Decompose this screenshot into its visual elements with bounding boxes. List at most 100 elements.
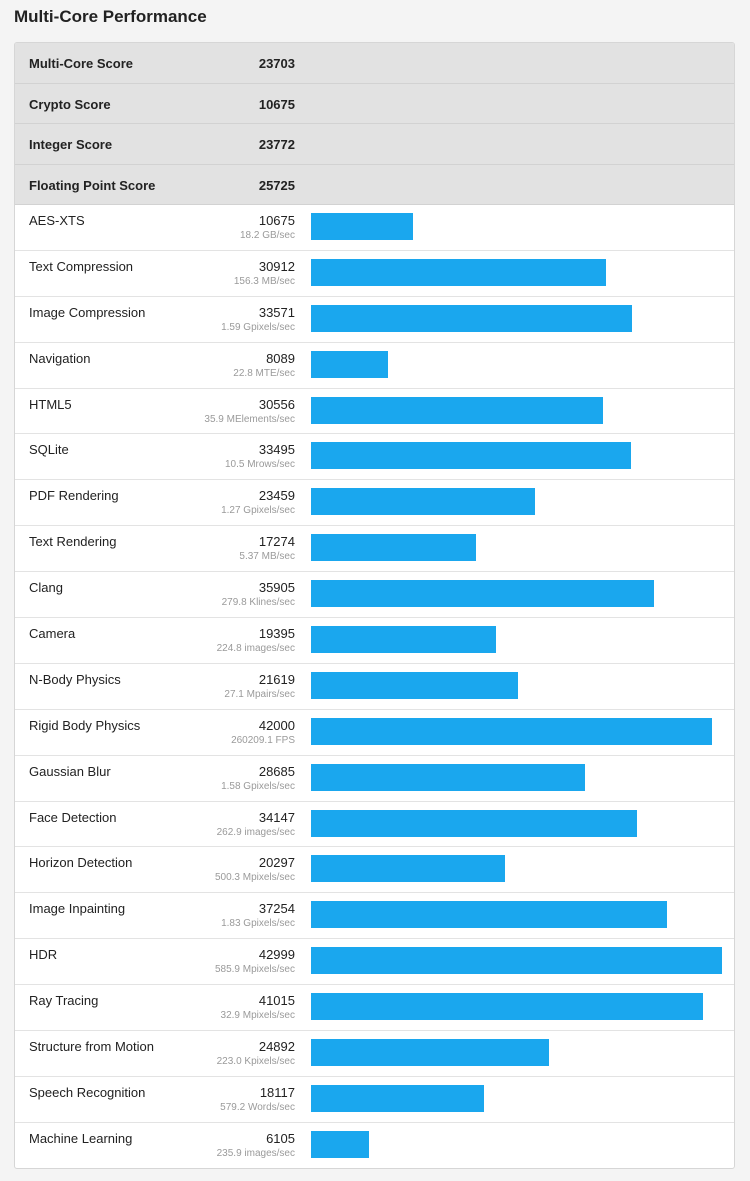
benchmark-name: HTML5 bbox=[29, 396, 72, 412]
benchmark-bar bbox=[311, 1039, 549, 1067]
summary-row: Multi-Core Score 23703 bbox=[15, 43, 734, 84]
benchmark-rate: 1.58 Gpixels/sec bbox=[221, 780, 295, 792]
benchmark-score: 30912 bbox=[258, 258, 295, 274]
benchmark-row: Image Inpainting 37254 1.83 Gpixels/sec bbox=[15, 893, 734, 940]
benchmark-bar bbox=[311, 763, 586, 791]
page-title: Multi-Core Performance bbox=[14, 7, 207, 26]
benchmark-name: Image Compression bbox=[29, 304, 146, 320]
summary-label: Integer Score bbox=[29, 137, 113, 152]
benchmark-name: SQLite bbox=[29, 442, 69, 458]
benchmark-score: 10675 bbox=[258, 213, 295, 228]
benchmark-score: 19395 bbox=[258, 626, 295, 642]
benchmark-score: 33571 bbox=[258, 304, 295, 320]
benchmark-rate: 224.8 images/sec bbox=[216, 643, 295, 655]
benchmark-rate: 10.5 Mrows/sec bbox=[224, 459, 295, 471]
benchmark-row: Speech Recognition 18117 579.2 Words/sec bbox=[15, 1077, 734, 1123]
benchmark-name: Horizon Detection bbox=[29, 855, 133, 871]
benchmark-row: AES-XTS 10675 18.2 GB/sec bbox=[15, 205, 734, 251]
benchmark-score: 33495 bbox=[258, 442, 295, 458]
benchmark-name: Ray Tracing bbox=[29, 993, 99, 1009]
benchmark-bar bbox=[311, 258, 607, 286]
benchmark-name: PDF Rendering bbox=[29, 488, 119, 504]
benchmark-rate: 262.9 images/sec bbox=[216, 826, 295, 838]
benchmark-name: N-Body Physics bbox=[29, 671, 121, 687]
benchmark-rate: 279.8 Klines/sec bbox=[221, 597, 295, 609]
benchmark-bar bbox=[311, 901, 668, 929]
benchmark-section: AES-XTS 10675 18.2 GB/sec Text Compression 3… bbox=[15, 205, 734, 1168]
benchmark-bar bbox=[311, 213, 414, 240]
benchmark-bar bbox=[311, 350, 389, 378]
benchmark-row: HTML5 30556 35.9 MElements/sec bbox=[15, 389, 734, 435]
benchmark-rate: 5.37 MB/sec bbox=[239, 551, 295, 563]
summary-label: Crypto Score bbox=[29, 96, 111, 112]
benchmark-name: Image Inpainting bbox=[29, 901, 126, 917]
benchmark-rate: 32.9 Mpixels/sec bbox=[220, 1010, 295, 1022]
benchmark-row: SQLite 33495 10.5 Mrows/sec bbox=[15, 434, 734, 481]
benchmark-bar bbox=[311, 1130, 370, 1158]
benchmark-bar bbox=[311, 855, 505, 883]
benchmark-row: PDF Rendering 23459 1.27 Gpixels/sec bbox=[15, 480, 734, 527]
benchmark-rate: 27.1 Mpairs/sec bbox=[224, 688, 295, 700]
benchmark-rate: 500.3 Mpixels/sec bbox=[214, 872, 295, 884]
benchmark-score: 41015 bbox=[258, 993, 295, 1009]
benchmark-score: 6105 bbox=[266, 1130, 295, 1146]
benchmark-row: Horizon Detection 20297 500.3 Mpixels/sec bbox=[15, 847, 734, 894]
benchmark-row: Structure from Motion 24892 223.0 Kpixels/… bbox=[15, 1031, 734, 1077]
benchmark-name: AES-XTS bbox=[29, 213, 85, 228]
benchmark-name: Machine Learning bbox=[29, 1130, 133, 1146]
benchmark-rate: 156.3 MB/sec bbox=[233, 275, 295, 287]
benchmark-row: Gaussian Blur 28685 1.58 Gpixels/sec bbox=[15, 756, 734, 802]
benchmark-name: Text Rendering bbox=[29, 534, 117, 550]
benchmark-name: Structure from Motion bbox=[29, 1039, 154, 1055]
benchmark-row: N-Body Physics 21619 27.1 Mpairs/sec bbox=[15, 664, 734, 710]
benchmark-name: HDR bbox=[29, 947, 58, 963]
benchmark-score: 30556 bbox=[258, 396, 295, 412]
benchmark-score: 8089 bbox=[266, 350, 295, 366]
benchmark-name: Clang bbox=[29, 580, 63, 596]
benchmark-rate: 1.83 Gpixels/sec bbox=[221, 918, 295, 930]
benchmark-row: Rigid Body Physics 42000 260209.1 FPS bbox=[15, 710, 734, 756]
benchmark-score: 21619 bbox=[258, 671, 295, 687]
benchmark-rate: 1.27 Gpixels/sec bbox=[221, 505, 295, 517]
benchmark-bar bbox=[311, 947, 722, 975]
benchmark-row: Face Detection 34147 262.9 images/sec bbox=[15, 802, 734, 848]
benchmark-score: 35905 bbox=[258, 580, 295, 596]
benchmark-row: Machine Learning 6105 235.9 images/sec bbox=[15, 1123, 734, 1168]
benchmark-bar bbox=[311, 717, 713, 745]
benchmark-bar bbox=[311, 396, 604, 424]
benchmark-name: Camera bbox=[29, 626, 76, 642]
benchmark-score: 24892 bbox=[258, 1039, 295, 1055]
benchmark-row: HDR 42999 585.9 Mpixels/sec bbox=[15, 939, 734, 986]
benchmark-row: Navigation 8089 22.8 MTE/sec bbox=[15, 343, 734, 389]
summary-section: Multi-Core Score 23703 Crypto Score 10675 In… bbox=[15, 43, 734, 205]
benchmark-score: 20297 bbox=[258, 855, 295, 871]
benchmark-score: 17274 bbox=[258, 534, 295, 550]
summary-label: Multi-Core Score bbox=[29, 56, 134, 71]
benchmark-rate: 1.59 Gpixels/sec bbox=[221, 321, 295, 333]
benchmark-score: 37254 bbox=[258, 901, 295, 917]
benchmark-bar bbox=[311, 534, 477, 562]
benchmark-score: 42999 bbox=[258, 947, 295, 963]
benchmark-rate: 22.8 MTE/sec bbox=[233, 367, 295, 379]
benchmark-name: Face Detection bbox=[29, 809, 117, 825]
benchmark-score: 34147 bbox=[258, 809, 295, 825]
benchmark-name: Text Compression bbox=[29, 258, 134, 274]
benchmark-bar bbox=[311, 809, 638, 837]
benchmark-score: 42000 bbox=[258, 717, 295, 733]
benchmark-name: Gaussian Blur bbox=[29, 763, 111, 779]
benchmark-row: Clang 35905 279.8 Klines/sec bbox=[15, 572, 734, 619]
benchmark-name: Navigation bbox=[29, 350, 91, 366]
benchmark-bar bbox=[311, 626, 497, 654]
benchmark-row: Text Rendering 17274 5.37 MB/sec bbox=[15, 526, 734, 573]
summary-row: Floating Point Score 25725 bbox=[15, 164, 734, 205]
benchmark-row: Ray Tracing 41015 32.9 Mpixels/sec bbox=[15, 985, 734, 1032]
benchmark-bar bbox=[311, 442, 632, 470]
summary-label: Floating Point Score bbox=[29, 177, 156, 193]
benchmark-score: 23459 bbox=[258, 488, 295, 504]
benchmark-bar bbox=[311, 1084, 485, 1112]
summary-row: Integer Score 23772 bbox=[15, 124, 734, 165]
benchmark-rate: 579.2 Words/sec bbox=[220, 1101, 295, 1113]
summary-row: Crypto Score 10675 bbox=[15, 83, 734, 124]
summary-value: 10675 bbox=[258, 96, 295, 112]
benchmark-bar bbox=[311, 580, 655, 608]
